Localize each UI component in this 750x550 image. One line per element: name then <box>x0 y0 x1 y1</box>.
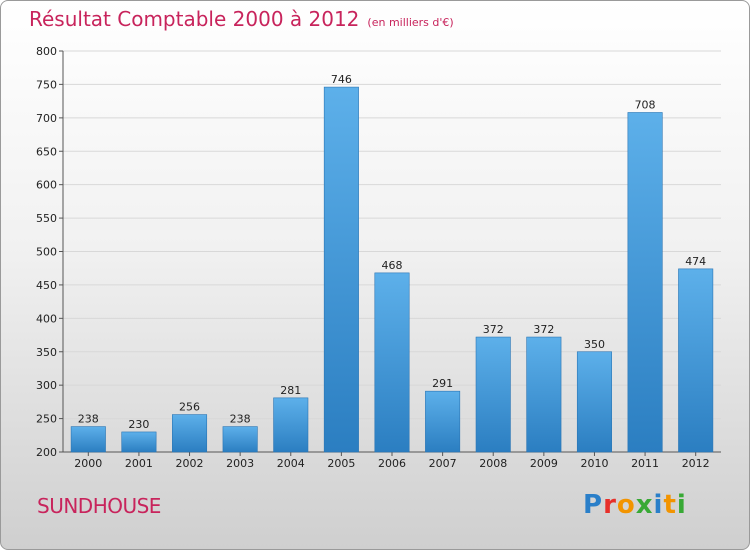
x-tick-label-2003: 2003 <box>226 457 254 470</box>
chart-subtitle: (en milliers d'€) <box>367 16 454 29</box>
y-tick-label: 550 <box>36 212 57 225</box>
x-tick-label-2009: 2009 <box>530 457 558 470</box>
data-label-2005: 746 <box>331 73 352 86</box>
bar-2002 <box>172 414 208 453</box>
brand-letter: x <box>635 490 654 520</box>
x-tick-label-2000: 2000 <box>74 457 102 470</box>
y-tick-label: 800 <box>36 45 57 58</box>
axes: 200 250 300 350 400 450 500 550 600 650 700 750 800 2… <box>36 45 721 470</box>
y-tick-label: 400 <box>36 312 57 325</box>
bar-2001 <box>121 431 157 453</box>
data-label-2006: 468 <box>382 259 403 272</box>
x-tick-label-2004: 2004 <box>277 457 305 470</box>
data-label-2004: 281 <box>280 384 301 397</box>
y-tick-label: 750 <box>36 78 57 91</box>
x-tick-label-2001: 2001 <box>125 457 153 470</box>
y-tick-label: 300 <box>36 379 57 392</box>
y-tick-label: 700 <box>36 112 57 125</box>
data-label-2008: 372 <box>483 323 504 336</box>
city-name: SUNDHOUSE <box>37 494 161 518</box>
y-tick-label: 500 <box>36 246 57 259</box>
x-tick-label-2012: 2012 <box>682 457 710 470</box>
x-tick-label-2008: 2008 <box>479 457 507 470</box>
bar-2010 <box>576 351 612 453</box>
x-tick-label-2005: 2005 <box>327 457 355 470</box>
data-label-2007: 291 <box>432 377 453 390</box>
chart-title-text: Résultat Comptable 2000 à 2012 <box>29 7 360 31</box>
x-tick-label-2010: 2010 <box>580 457 608 470</box>
data-label-2001: 230 <box>128 418 149 431</box>
y-tick-label: 200 <box>36 446 57 459</box>
x-tick-label-2011: 2011 <box>631 457 659 470</box>
bar-2012 <box>678 268 714 453</box>
brand-letter: t <box>663 490 677 520</box>
bar-2008 <box>475 336 511 453</box>
chart-title: Résultat Comptable 2000 à 2012 (en millie… <box>29 7 454 31</box>
x-tick-label-2002: 2002 <box>176 457 204 470</box>
data-label-2011: 708 <box>635 98 656 111</box>
bar-2000 <box>70 426 106 453</box>
data-label-2002: 256 <box>179 401 200 414</box>
bars <box>70 86 714 453</box>
x-tick-label-2006: 2006 <box>378 457 406 470</box>
data-label-2000: 238 <box>78 413 99 426</box>
bar-2009 <box>526 336 562 453</box>
brand-letter: P <box>583 490 604 520</box>
data-labels: 238 230 256 238 281 746 468 291 372 372 350 708 474 <box>78 73 706 431</box>
bar-2005 <box>323 86 359 453</box>
data-label-2012: 474 <box>685 255 706 268</box>
brand-letter: o <box>616 490 636 520</box>
bar-2004 <box>273 397 309 453</box>
y-tick-label: 600 <box>36 179 57 192</box>
brand-letter: r <box>603 490 617 520</box>
bar-2011 <box>627 112 663 453</box>
y-tick-label: 450 <box>36 279 57 292</box>
y-tick-label: 250 <box>36 413 57 426</box>
y-tick-label: 650 <box>36 145 57 158</box>
data-label-2003: 238 <box>230 413 251 426</box>
x-tick-label-2007: 2007 <box>429 457 457 470</box>
data-label-2010: 350 <box>584 338 605 351</box>
brand-letter: i <box>676 490 687 520</box>
bar-2007 <box>425 390 461 453</box>
bar-2006 <box>374 272 410 453</box>
data-label-2009: 372 <box>533 323 554 336</box>
proxiti-logo: Proxiti <box>583 490 687 520</box>
y-tick-label: 350 <box>36 346 57 359</box>
bar-2003 <box>222 426 258 453</box>
brand-letter: i <box>653 490 664 520</box>
